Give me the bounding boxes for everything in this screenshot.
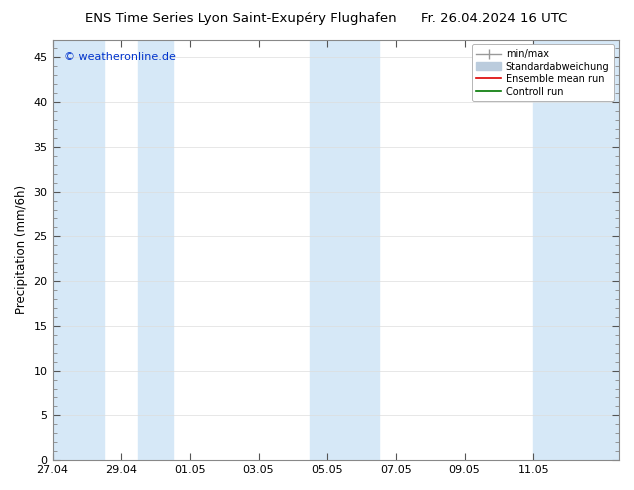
Text: © weatheronline.de: © weatheronline.de	[64, 52, 176, 62]
Bar	[310, 40, 378, 460]
Bar	[138, 40, 172, 460]
Y-axis label: Precipitation (mm/6h): Precipitation (mm/6h)	[15, 185, 28, 315]
Bar	[533, 40, 619, 460]
Text: Fr. 26.04.2024 16 UTC: Fr. 26.04.2024 16 UTC	[422, 12, 567, 25]
Legend: min/max, Standardabweichung, Ensemble mean run, Controll run: min/max, Standardabweichung, Ensemble me…	[472, 45, 614, 101]
Text: ENS Time Series Lyon Saint-Exupéry Flughafen: ENS Time Series Lyon Saint-Exupéry Flugh…	[85, 12, 397, 25]
Bar	[53, 40, 104, 460]
